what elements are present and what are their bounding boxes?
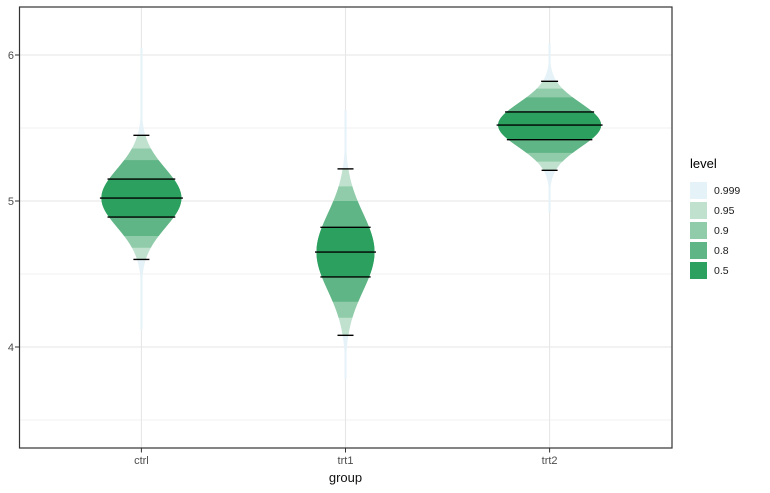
y-tick-label: 6 xyxy=(8,50,14,62)
legend-entry-0.9: 0.9 xyxy=(690,222,740,239)
y-tick-label: 4 xyxy=(8,342,14,354)
legend-title: level xyxy=(690,156,717,171)
slab-band-05-trt2 xyxy=(498,111,602,140)
legend-key-swatch xyxy=(690,202,707,219)
legend-key-swatch xyxy=(690,242,707,259)
legend-key-label: 0.5 xyxy=(714,264,729,277)
legend-key-swatch xyxy=(690,222,707,239)
x-tick-label-trt1: trt1 xyxy=(338,455,354,467)
x-tick-label-ctrl: ctrl xyxy=(134,455,149,467)
legend: level 0.999 0.95 0.9 0.8 0.5 xyxy=(688,156,740,282)
legend-key-label: 0.8 xyxy=(714,244,729,257)
legend-entry-0.999: 0.999 xyxy=(690,182,740,199)
legend-entry-0.95: 0.95 xyxy=(690,202,740,219)
legend-key-label: 0.9 xyxy=(714,224,729,237)
x-axis-title: group xyxy=(328,470,363,485)
legend-items: 0.999 0.95 0.9 0.8 0.5 xyxy=(688,182,740,279)
legend-entry-0.5: 0.5 xyxy=(690,262,740,279)
legend-entry-0.8: 0.8 xyxy=(690,242,740,259)
legend-key-label: 0.95 xyxy=(714,204,735,217)
y-tick-label: 5 xyxy=(8,196,14,208)
legend-key-swatch xyxy=(690,182,707,199)
x-tick-label-trt2: trt2 xyxy=(542,455,558,467)
legend-key-swatch xyxy=(690,262,707,279)
legend-key-label: 0.999 xyxy=(714,184,741,197)
